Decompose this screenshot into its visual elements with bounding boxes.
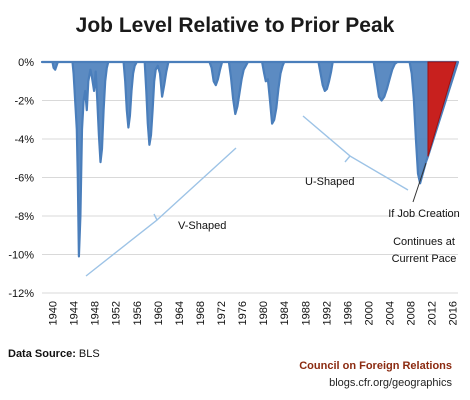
y-tick-label: -2% — [14, 96, 34, 108]
x-tick-label: 2008 — [406, 301, 418, 325]
x-tick-label: 1976 — [237, 301, 249, 325]
v-shaped-bracket — [85, 147, 237, 277]
projection-pointer-line — [412, 162, 427, 203]
y-tick-label: 0% — [18, 57, 34, 69]
data-source-value: BLS — [78, 348, 100, 360]
series-layer — [40, 60, 460, 258]
projection-label-line-2: Continues at — [393, 236, 455, 248]
x-tick-label: 1968 — [195, 301, 207, 325]
y-tick-label: -12% — [8, 288, 34, 300]
x-tick-label: 1992 — [321, 301, 333, 325]
data-source: Data Source: BLS — [8, 348, 100, 360]
u-shaped-bracket — [302, 115, 409, 191]
x-tick-label: 1980 — [258, 301, 270, 325]
x-tick-label: 1964 — [174, 301, 186, 325]
y-tick-label: -4% — [14, 134, 34, 146]
x-tick-label: 2000 — [363, 301, 375, 325]
x-tick-label: 2016 — [448, 301, 460, 325]
annotation-layer: V-Shaped U-Shaped If Job Creation Continues… — [85, 115, 460, 277]
chart-title: Job Level Relative to Prior Peak — [75, 14, 395, 37]
x-tick-label: 1984 — [279, 301, 291, 325]
projection-area — [427, 61, 457, 157]
x-tick-label: 2004 — [385, 301, 397, 325]
x-tick-label: 1972 — [216, 301, 228, 325]
y-tick-label: -8% — [14, 211, 34, 223]
projection-label-line-3: Current Pace — [392, 253, 457, 265]
x-tick-label: 1960 — [153, 301, 165, 325]
credit-url: blogs.cfr.org/geographics — [329, 377, 452, 389]
x-tick-label: 1956 — [132, 301, 144, 325]
x-axis-tick-labels: 1940 1944 1948 1952 1956 1960 1964 1968 1972 1976… — [48, 301, 460, 325]
v-shaped-label: V-Shaped — [178, 220, 226, 232]
x-tick-label: 1944 — [69, 301, 81, 325]
x-tick-label: 1940 — [48, 301, 60, 325]
y-tick-label: -10% — [8, 250, 34, 262]
x-tick-label: 1952 — [111, 301, 123, 325]
y-tick-label: -6% — [14, 173, 34, 185]
u-shaped-label: U-Shaped — [305, 176, 355, 188]
job-level-area — [40, 60, 460, 258]
credit-organization: Council on Foreign Relations — [299, 360, 452, 372]
x-tick-label: 1988 — [300, 301, 312, 325]
x-tick-label: 1996 — [342, 301, 354, 325]
x-tick-label: 1948 — [90, 301, 102, 325]
data-source-label: Data Source: — [8, 348, 76, 360]
x-tick-label: 2012 — [427, 301, 439, 325]
projection-label-line-1: If Job Creation — [388, 208, 460, 220]
y-axis-tick-labels: 0% -2% -4% -6% -8% -10% -12% — [8, 57, 34, 300]
